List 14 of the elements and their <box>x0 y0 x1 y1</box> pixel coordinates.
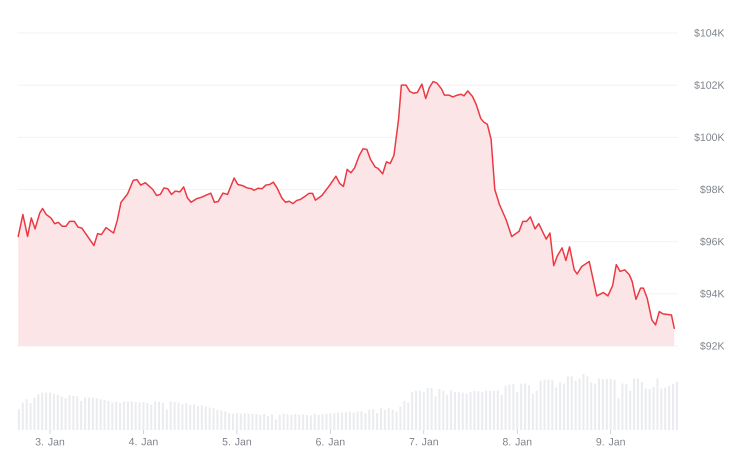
y-tick-label: $94K <box>700 290 724 298</box>
y-tick-label: $102K <box>694 80 724 90</box>
x-tick-label: 8. Jan <box>502 438 532 446</box>
x-tick-label: 6. Jan <box>316 438 344 446</box>
x-tick-label: 9. Jan <box>596 438 625 446</box>
y-tick-label: $100K <box>694 133 724 142</box>
y-tick-label: $98K <box>700 185 724 194</box>
y-tick-label: $96K <box>700 237 724 246</box>
x-tick-label: 5. Jan <box>222 438 252 446</box>
x-tick-label: 4. Jan <box>128 438 158 446</box>
y-tick-label: $104K <box>694 28 724 38</box>
x-tick-label: 7. Jan <box>410 438 438 446</box>
y-tick-label: $92K <box>700 342 724 350</box>
x-tick-label: 3. Jan <box>36 438 64 446</box>
